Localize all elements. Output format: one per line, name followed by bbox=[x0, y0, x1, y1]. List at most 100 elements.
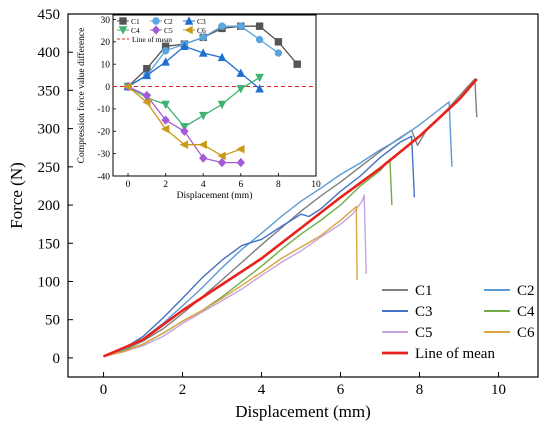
x-tick-label: 2 bbox=[179, 382, 187, 398]
x-tick-label: 6 bbox=[337, 382, 345, 398]
inset-point-c3 bbox=[142, 70, 152, 80]
inset-legend-label: Line of mean bbox=[132, 35, 172, 44]
inset-point-c2 bbox=[199, 33, 207, 42]
legend: C1 C2 C3 C4 C5 C6 Line of mean bbox=[382, 283, 535, 362]
inset-point-c2 bbox=[237, 22, 245, 30]
inset-y-tick-label: -10 bbox=[97, 105, 110, 115]
legend-label: C5 bbox=[415, 325, 433, 341]
inset-point-c1 bbox=[274, 38, 283, 46]
inset-point-c4 bbox=[161, 100, 170, 110]
legend-label: C3 bbox=[415, 304, 433, 320]
y-tick-label: 350 bbox=[38, 83, 61, 99]
inset-legend-label: C5 bbox=[164, 26, 173, 35]
inset-legend-marker bbox=[118, 26, 128, 35]
inset-legend-label: C2 bbox=[164, 17, 173, 26]
y-tick-label: 100 bbox=[38, 274, 61, 290]
inset-legend-marker bbox=[152, 17, 160, 25]
inset-point-c3 bbox=[255, 84, 264, 93]
y-tick-label: 400 bbox=[38, 45, 61, 61]
series-line-line-of-mean bbox=[102, 78, 478, 358]
inset-point-c3 bbox=[236, 68, 246, 77]
inset-point-c5 bbox=[199, 153, 208, 163]
inset-x-tick-label: 2 bbox=[163, 180, 168, 190]
inset-point-c4 bbox=[236, 85, 246, 94]
y-tick-label: 50 bbox=[45, 313, 60, 329]
inset-point-c4 bbox=[198, 111, 208, 121]
y-axis-label: Force (N) bbox=[7, 162, 26, 229]
y-tick-label: 250 bbox=[38, 160, 61, 176]
inset-point-c3 bbox=[161, 57, 170, 66]
inset-y-axis-label: Compression force value difference bbox=[76, 28, 87, 164]
inset-point-c2 bbox=[274, 49, 283, 57]
inset-y-tick-label: 20 bbox=[101, 38, 111, 48]
legend-label: C2 bbox=[517, 283, 535, 299]
series-line-c6 bbox=[103, 205, 358, 358]
inset-point-c6 bbox=[123, 82, 132, 91]
inset-x-tick-label: 0 bbox=[126, 180, 131, 190]
x-axis-label: Displacement (mm) bbox=[235, 402, 371, 421]
inset-y-tick-label: 30 bbox=[101, 16, 111, 26]
inset-legend-label: C1 bbox=[131, 17, 140, 26]
inset-point-c6 bbox=[236, 144, 245, 154]
series-line-c3 bbox=[103, 135, 416, 358]
plot-frame bbox=[67, 13, 539, 378]
inset-point-c5 bbox=[142, 90, 152, 101]
y-tick-label: 300 bbox=[38, 122, 61, 138]
inset-legend: C1 C2 C3 C4 C5 C6 Line of mean bbox=[117, 16, 206, 44]
inset-point-c5 bbox=[236, 157, 246, 168]
inset-legend-label: C3 bbox=[197, 17, 206, 26]
x-tick-label: 8 bbox=[416, 382, 424, 398]
inset-point-c2 bbox=[255, 35, 264, 44]
inset-x-tick-label: 8 bbox=[276, 180, 281, 190]
inset-point-c5 bbox=[161, 115, 170, 125]
y-tick-label: 450 bbox=[38, 7, 61, 23]
inset-x-tick-label: 6 bbox=[238, 180, 243, 190]
inset-point-c2 bbox=[161, 47, 170, 55]
inset-legend-marker bbox=[151, 25, 161, 35]
inset-point-c5 bbox=[180, 126, 189, 136]
x-tick-label: 4 bbox=[258, 382, 266, 398]
inset-x-tick-label: 4 bbox=[201, 180, 206, 190]
inset-x-tick-label: 10 bbox=[311, 180, 321, 190]
x-tick-label: 10 bbox=[491, 382, 506, 398]
inset-chart: -40 -30 -20 -10 0 10 20 30 0 2 4 6 8 10 Displacement (… bbox=[76, 14, 321, 201]
inset-legend-marker bbox=[184, 25, 193, 35]
legend-label: Line of mean bbox=[415, 346, 495, 362]
inset-point-c1 bbox=[293, 60, 301, 68]
inset-point-c4 bbox=[255, 73, 264, 83]
inset-y-tick-label: -20 bbox=[97, 128, 110, 138]
inset-point-c3 bbox=[180, 41, 189, 51]
inset-point-c6 bbox=[142, 97, 151, 107]
legend-label: C4 bbox=[517, 304, 535, 320]
legend-label: C6 bbox=[517, 325, 535, 341]
inset-point-c3 bbox=[198, 48, 208, 57]
inset-point-c3 bbox=[217, 52, 227, 62]
inset-point-c1 bbox=[255, 22, 264, 30]
inset-point-c6 bbox=[217, 151, 226, 161]
inset-y-tick-label: 0 bbox=[105, 83, 110, 93]
inset-y-tick-label: -40 bbox=[97, 172, 110, 182]
inset-point-c6 bbox=[179, 140, 189, 149]
inset-y-tick-label: 10 bbox=[101, 60, 111, 70]
inset-legend-label: C4 bbox=[131, 26, 140, 35]
legend-label: C1 bbox=[415, 283, 433, 299]
inset-point-c4 bbox=[217, 100, 227, 110]
x-tick-label: 0 bbox=[100, 382, 108, 398]
y-tick-label: 0 bbox=[53, 351, 61, 367]
inset-legend-marker bbox=[184, 16, 194, 25]
inset-point-c2 bbox=[218, 22, 226, 30]
inset-x-axis-label: Displacement (mm) bbox=[177, 190, 253, 201]
inset-series-line-c1 bbox=[127, 25, 298, 88]
series-line-c2 bbox=[103, 101, 453, 358]
inset-y-tick-label: -30 bbox=[97, 150, 110, 160]
inset-point-c5 bbox=[217, 157, 227, 168]
inset-legend-marker bbox=[119, 17, 127, 25]
inset-point-c6 bbox=[160, 124, 170, 134]
inset-legend-label: C6 bbox=[197, 26, 206, 35]
y-tick-label: 150 bbox=[38, 236, 61, 252]
y-tick-label: 200 bbox=[38, 198, 61, 214]
inset-series-line-c3 bbox=[127, 45, 261, 90]
